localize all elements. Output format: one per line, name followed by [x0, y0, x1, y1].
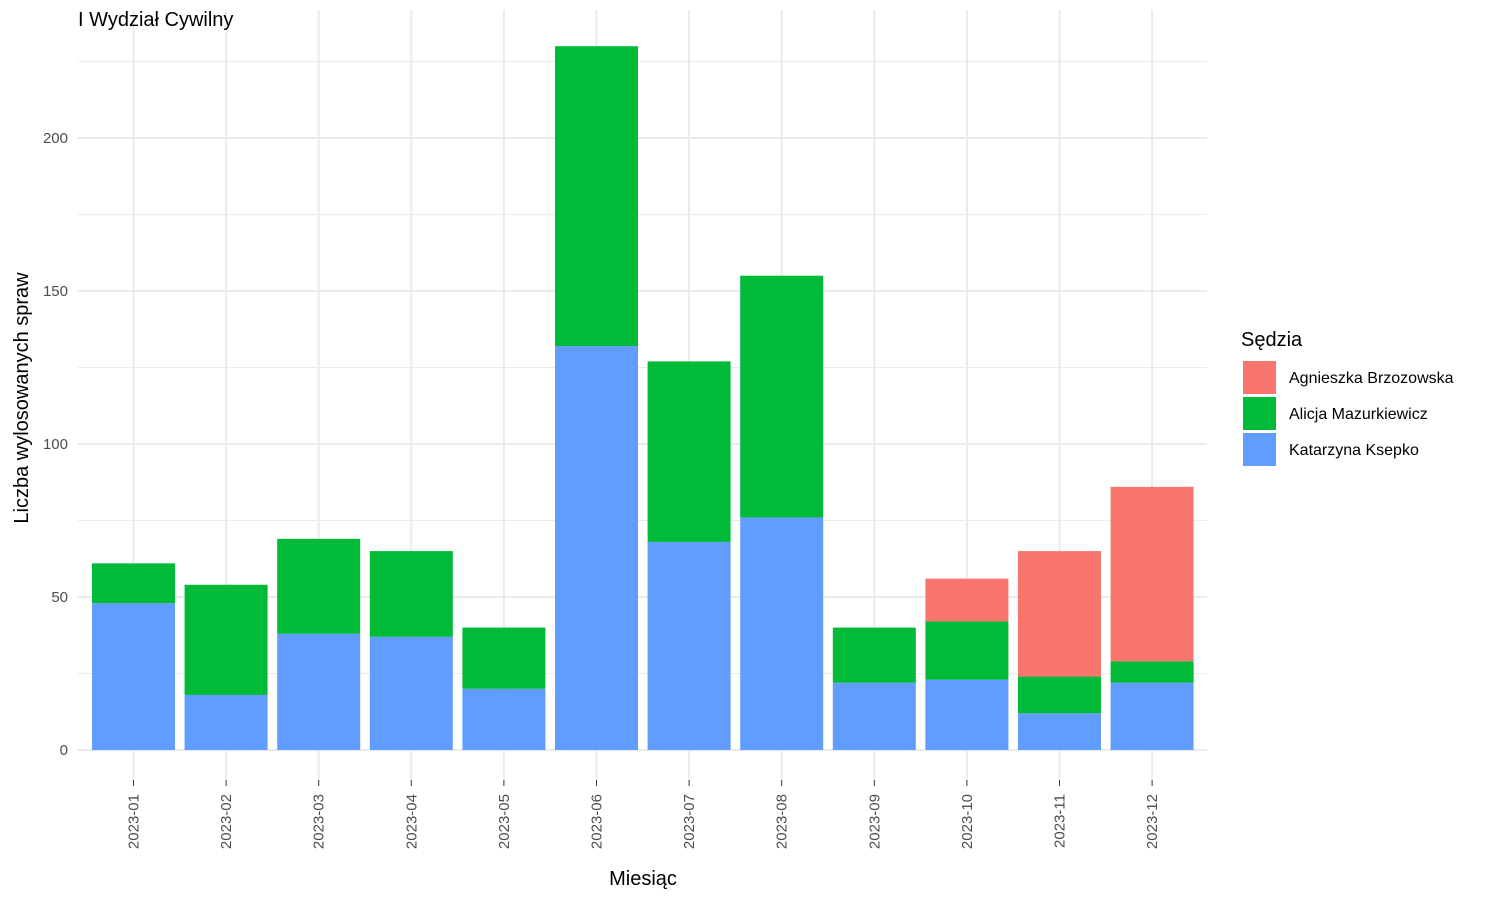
bar-segment — [1110, 486, 1194, 662]
bar-segment — [925, 621, 1009, 680]
bar-segment — [832, 627, 916, 683]
x-tick-label: 2023-10 — [959, 794, 976, 849]
bar-segment — [92, 603, 175, 750]
y-tick-label: 0 — [60, 742, 68, 759]
x-tick-label: 2023-07 — [681, 794, 698, 849]
y-tick-label: 150 — [43, 283, 68, 300]
bar-segment — [462, 627, 546, 689]
x-tick-label: 2023-05 — [496, 794, 513, 849]
x-tick-label: 2023-11 — [1052, 794, 1069, 848]
bar-segment — [647, 361, 731, 542]
x-axis-title: Miesiąc — [609, 868, 677, 890]
bar-segment — [925, 679, 1009, 750]
bar-segment — [555, 46, 638, 347]
legend-items: Agnieszka Brzozowska Alicja Mazurkiewicz K… — [1243, 361, 1454, 466]
legend-swatch — [1243, 397, 1276, 430]
bar-segment — [647, 541, 731, 750]
bar-segment — [1018, 676, 1101, 714]
bar-segment — [1110, 682, 1194, 750]
bar-segment — [740, 517, 824, 750]
x-tick-label: 2023-01 — [126, 794, 143, 849]
x-tick-label: 2023-06 — [589, 794, 606, 849]
bar-segment — [555, 346, 638, 750]
y-tick-label: 100 — [43, 436, 68, 453]
bar-segment — [832, 682, 916, 750]
y-axis-title: Liczba wylosowanych spraw — [11, 272, 33, 524]
bar-segment — [462, 688, 546, 750]
x-tick-label: 2023-03 — [311, 794, 328, 849]
bar-segment — [184, 584, 268, 695]
bar-segment — [277, 633, 361, 750]
x-tick-label: 2023-12 — [1144, 794, 1161, 849]
bar-segment — [925, 578, 1009, 622]
x-axis-ticks: 2023-01 2023-02 2023-03 2023-04 2023-05 2023-… — [126, 780, 1161, 849]
legend-swatch — [1243, 361, 1276, 394]
x-tick-label: 2023-09 — [866, 794, 883, 849]
bar-segment — [1018, 713, 1101, 750]
y-axis-ticks: 0 50 100 150 200 — [43, 130, 68, 759]
y-tick-label: 200 — [43, 130, 68, 147]
y-tick-label: 50 — [51, 589, 68, 606]
legend-swatch — [1243, 433, 1276, 466]
bars — [92, 46, 1194, 750]
legend-title: Sędzia — [1241, 329, 1303, 351]
bar-segment — [1110, 661, 1194, 683]
bar-segment — [184, 694, 268, 750]
legend-label: Agnieszka Brzozowska — [1289, 370, 1454, 387]
bar-segment — [92, 563, 175, 604]
x-tick-label: 2023-08 — [774, 794, 791, 849]
legend-label: Katarzyna Ksepko — [1289, 442, 1419, 459]
legend: Sędzia Agnieszka Brzozowska Alicja Mazurk… — [1241, 329, 1454, 466]
x-tick-label: 2023-04 — [403, 794, 420, 849]
chart-title: I Wydział Cywilny — [78, 9, 233, 31]
legend-label: Alicja Mazurkiewicz — [1289, 406, 1428, 423]
bar-segment — [740, 275, 824, 518]
bar-segment — [369, 636, 453, 750]
bar-segment — [277, 538, 361, 634]
bar-segment — [369, 551, 453, 637]
bar-segment — [1018, 551, 1101, 677]
x-tick-label: 2023-02 — [218, 794, 235, 849]
